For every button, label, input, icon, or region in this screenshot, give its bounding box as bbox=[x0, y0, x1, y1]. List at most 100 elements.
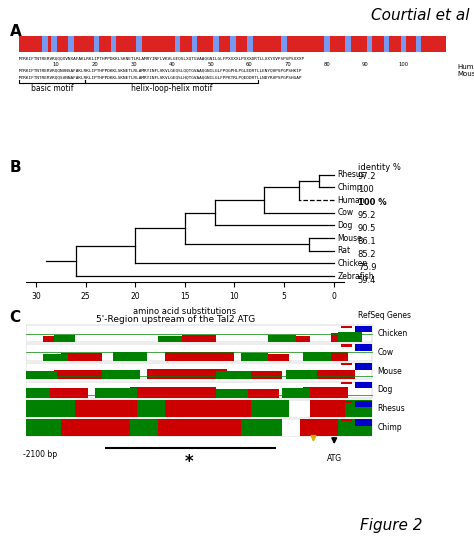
Bar bbox=[44, 354, 68, 361]
Text: RefSeq Genes: RefSeq Genes bbox=[358, 311, 411, 320]
Bar bbox=[26, 400, 372, 417]
Text: C: C bbox=[9, 310, 20, 325]
Text: Mouse: Mouse bbox=[457, 71, 474, 78]
Bar bbox=[182, 336, 217, 342]
Bar bbox=[44, 336, 68, 342]
Bar bbox=[26, 382, 372, 398]
Text: 59.4: 59.4 bbox=[358, 276, 376, 286]
Bar bbox=[130, 387, 217, 398]
Bar bbox=[26, 325, 372, 342]
Bar bbox=[310, 369, 355, 380]
Text: 97.2: 97.2 bbox=[358, 172, 376, 181]
Bar bbox=[217, 389, 247, 398]
Bar bbox=[355, 419, 372, 426]
Bar bbox=[54, 336, 74, 342]
Bar bbox=[303, 352, 331, 361]
Bar bbox=[241, 389, 279, 398]
Bar bbox=[300, 419, 337, 435]
Bar bbox=[341, 344, 352, 346]
Text: Chimp: Chimp bbox=[377, 423, 402, 432]
Text: Chimp: Chimp bbox=[337, 183, 362, 192]
Text: 60: 60 bbox=[246, 62, 253, 67]
Text: 86.1: 86.1 bbox=[358, 237, 376, 247]
Text: 50: 50 bbox=[207, 62, 214, 67]
Text: 100: 100 bbox=[399, 62, 409, 67]
Bar bbox=[341, 401, 352, 403]
Bar bbox=[26, 419, 61, 435]
Text: 85.2: 85.2 bbox=[358, 250, 376, 260]
Text: Human: Human bbox=[337, 195, 365, 205]
Bar bbox=[320, 352, 348, 361]
Text: helix-loop-helix motif: helix-loop-helix motif bbox=[131, 84, 212, 93]
Bar bbox=[247, 371, 283, 380]
Text: 10: 10 bbox=[53, 62, 60, 67]
Bar bbox=[262, 354, 289, 361]
Text: Mouse: Mouse bbox=[337, 233, 363, 243]
Text: MTRKIFTNTRERVRQQNVNSAFAKLRKLIPTHPPDKKLSKNETLRLAMRYINFLVKVLGEQSLQQTGVAAQGNILGLFPQ: MTRKIFTNTRERVRQQNVNSAFAKLRKLIPTHPPDKKLSK… bbox=[19, 69, 302, 73]
X-axis label: amino acid substitutions: amino acid substitutions bbox=[133, 307, 237, 315]
Bar bbox=[355, 326, 372, 332]
Bar bbox=[355, 344, 372, 351]
Bar bbox=[337, 332, 362, 342]
Text: 5'-Region upstream of the Tal2 ATG: 5'-Region upstream of the Tal2 ATG bbox=[96, 315, 255, 324]
Bar bbox=[251, 400, 289, 417]
Text: Mouse: Mouse bbox=[377, 367, 402, 376]
Text: Rat: Rat bbox=[337, 246, 351, 255]
Bar bbox=[61, 419, 130, 435]
Bar bbox=[26, 400, 74, 417]
Bar bbox=[341, 419, 352, 421]
Bar bbox=[289, 405, 310, 417]
Bar bbox=[283, 424, 300, 435]
Bar bbox=[283, 388, 310, 398]
Bar bbox=[286, 370, 317, 380]
Text: Cow: Cow bbox=[337, 208, 354, 217]
Bar bbox=[147, 369, 227, 380]
Text: ATG: ATG bbox=[327, 454, 342, 463]
Text: 90: 90 bbox=[362, 62, 369, 67]
Bar bbox=[130, 419, 158, 435]
Text: 90.5: 90.5 bbox=[358, 224, 376, 233]
Text: Human: Human bbox=[457, 64, 474, 70]
Text: 75.9: 75.9 bbox=[358, 263, 376, 273]
Bar bbox=[74, 400, 137, 417]
Text: Chicken: Chicken bbox=[377, 329, 408, 338]
Text: 40: 40 bbox=[169, 62, 175, 67]
Bar bbox=[303, 387, 348, 398]
Bar bbox=[268, 334, 296, 342]
Text: Figure 2: Figure 2 bbox=[360, 518, 423, 533]
Text: MTRKIFTNTRERVRQQSVNNAFAKLRKLIPTHPPDKKLSKNETLRLAMRYINFLVKVLGEQSLHQTGVAAQGNILGLFPP: MTRKIFTNTRERVRQQSVNNAFAKLRKLIPTHPPDKKLSK… bbox=[19, 75, 302, 79]
Bar bbox=[95, 388, 137, 398]
Text: MTRKIFTNTRERVRQQQXVNXAFAKLRKLIPTHPPDKKLSKNETLRLAMRYINFLVKVLGEQSLXQTGVAAQGNILGLFP: MTRKIFTNTRERVRQQQXVNXAFAKLRKLIPTHPPDKKLS… bbox=[19, 57, 305, 61]
Text: identity %: identity % bbox=[358, 163, 401, 172]
Bar bbox=[341, 382, 352, 384]
Text: Rhesus: Rhesus bbox=[337, 170, 365, 179]
Bar bbox=[164, 400, 251, 417]
Text: Dog: Dog bbox=[377, 386, 393, 394]
Text: Zebrafish: Zebrafish bbox=[337, 272, 374, 281]
Text: *: * bbox=[184, 453, 193, 471]
Bar bbox=[158, 336, 182, 342]
Bar bbox=[337, 419, 372, 435]
Bar bbox=[310, 400, 345, 417]
Text: 70: 70 bbox=[284, 62, 292, 67]
Text: Courtial et al: Courtial et al bbox=[371, 8, 469, 23]
Bar bbox=[113, 352, 147, 361]
Bar bbox=[26, 419, 372, 435]
Text: Rhesus: Rhesus bbox=[377, 404, 405, 413]
Text: 20: 20 bbox=[91, 62, 98, 67]
Text: 95.2: 95.2 bbox=[358, 211, 376, 220]
Text: basic motif: basic motif bbox=[31, 84, 73, 93]
Text: A: A bbox=[9, 24, 21, 40]
Text: 100: 100 bbox=[358, 185, 374, 194]
Text: 80: 80 bbox=[323, 62, 330, 67]
Bar bbox=[286, 336, 310, 342]
Text: -2100 bp: -2100 bp bbox=[23, 451, 57, 459]
Text: Chicken: Chicken bbox=[337, 259, 368, 268]
Text: Dog: Dog bbox=[337, 221, 353, 230]
Bar bbox=[26, 371, 57, 380]
Bar bbox=[137, 400, 164, 417]
Bar bbox=[44, 388, 88, 398]
Bar bbox=[26, 363, 372, 380]
Bar bbox=[164, 352, 234, 361]
Bar bbox=[102, 370, 140, 380]
